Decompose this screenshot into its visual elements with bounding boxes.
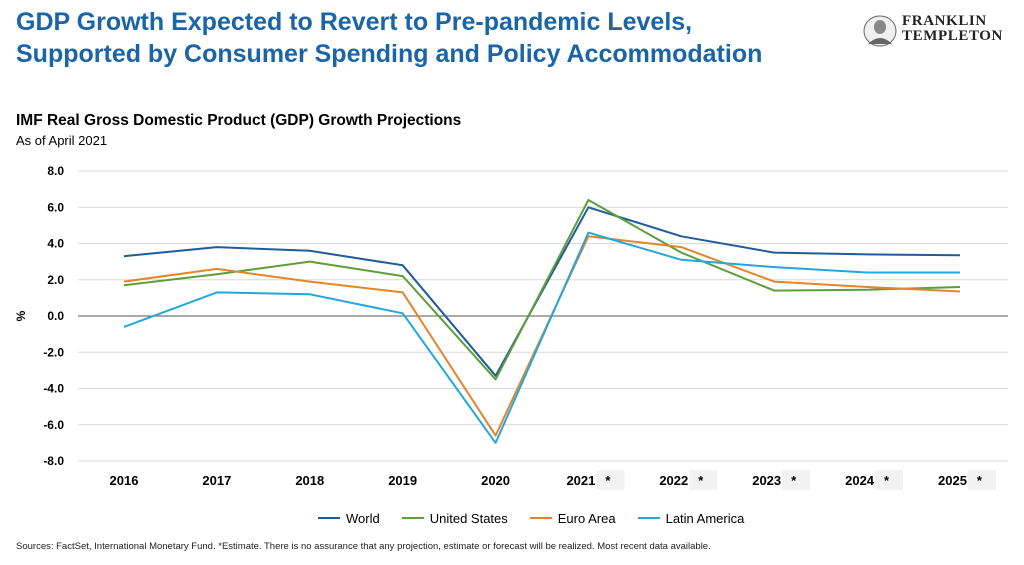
- x-tick-label: 2021 *: [566, 473, 611, 488]
- y-tick-label: -8.0: [43, 454, 64, 468]
- estimate-marker-bg: [968, 470, 996, 490]
- x-tick-label: 2019: [388, 473, 417, 488]
- legend-swatch: [318, 517, 340, 519]
- legend-label: United States: [429, 510, 508, 526]
- series-line-latin-america: [123, 231, 960, 444]
- legend-label: Latin America: [665, 510, 745, 526]
- logo-line-2: TEMPLETON: [902, 28, 1003, 44]
- y-tick-label: 4.0: [47, 237, 64, 251]
- x-tick-label: 2018: [295, 473, 324, 488]
- headline: GDP Growth Expected to Revert to Pre-pan…: [16, 6, 836, 70]
- legend-swatch: [529, 517, 552, 519]
- logo-line-1: FRANKLIN: [902, 13, 987, 29]
- legend-item: Euro Area: [529, 508, 638, 528]
- y-tick-label: 6.0: [47, 200, 64, 214]
- x-tick-label: 2025 *: [938, 473, 983, 488]
- chart-subtitle: As of April 2021: [16, 133, 108, 148]
- line-chart: 8.0 6.0 4.0 2.0 0.0 -2.0 -4.0 -6.0 -8.0% 2016 2017…: [14, 164, 1008, 490]
- estimate-marker-bg: [596, 470, 625, 490]
- y-tick-label: 2.0: [47, 273, 64, 287]
- x-tick-label: 2022 *: [659, 473, 704, 488]
- x-tick-label: 2016: [110, 473, 139, 488]
- legend-item: Latin America: [637, 508, 767, 528]
- estimate-marker-bg: [875, 470, 904, 490]
- legend-swatch: [401, 517, 424, 519]
- x-tick-label: 2020: [481, 473, 510, 488]
- legend-label: World: [346, 510, 380, 526]
- y-tick-label: -4.0: [43, 382, 64, 396]
- sources-note: Sources: FactSet, International Monetary…: [16, 541, 711, 552]
- legend-swatch: [637, 517, 660, 519]
- headline-line-2: Supported by Consumer Spending and Polic…: [16, 40, 763, 68]
- legend-item: World: [318, 508, 402, 528]
- y-tick-label: -2.0: [43, 345, 64, 359]
- y-tick-label: 0.0: [47, 309, 64, 323]
- franklin-templeton-logo: FRANKLIN TEMPLETON: [862, 14, 1012, 47]
- legend-label: Euro Area: [557, 510, 616, 526]
- y-tick-label: -6.0: [43, 418, 64, 432]
- portrait-icon: [863, 15, 897, 47]
- legend-item: United States: [401, 508, 530, 528]
- chart-legend: World United States Euro Area Latin America: [318, 508, 766, 528]
- x-tick-label: 2024 *: [845, 473, 890, 488]
- estimate-marker-bg: [689, 470, 718, 490]
- estimate-marker-bg: [782, 470, 811, 490]
- y-axis-label: %: [14, 310, 28, 321]
- x-tick-label: 2023 *: [752, 473, 797, 488]
- headline-line-1: GDP Growth Expected to Revert to Pre-pan…: [16, 8, 693, 36]
- series-line-united-states: [123, 199, 961, 381]
- x-tick-label: 2017: [202, 473, 231, 488]
- logo-wordmark: FRANKLIN TEMPLETON: [902, 14, 1003, 44]
- chart-title: IMF Real Gross Domestic Product (GDP) Gr…: [16, 112, 462, 129]
- y-tick-label: 8.0: [47, 164, 64, 178]
